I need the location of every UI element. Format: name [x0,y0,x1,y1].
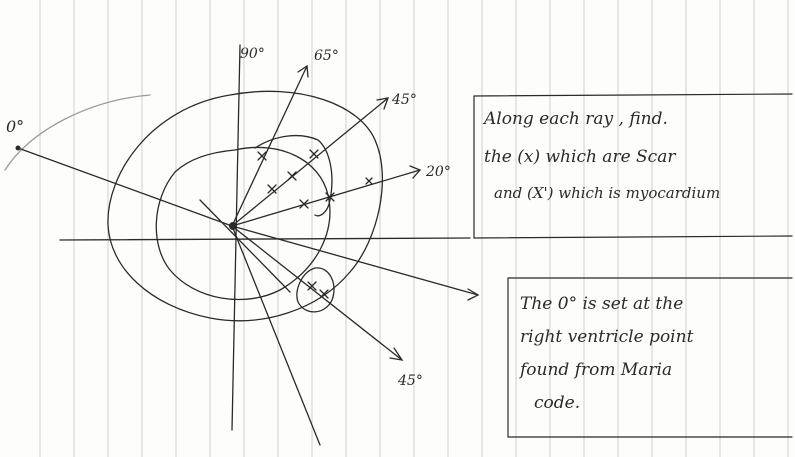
zero-marker-dot [15,145,21,151]
diagonal-stroke-2 [199,199,291,293]
label-90-deg: 90° [240,46,265,62]
note-top-line-1: Along each ray , find. [484,109,668,129]
note-top-frame [473,93,793,239]
label-45-deg-top: 45° [391,92,417,108]
note-bottom-line-3: found from Maria [520,360,673,380]
label-45-deg-bottom: 45° [397,373,423,389]
ray-20-arrowhead [409,165,422,179]
note-bottom-line-2: right ventricle point [520,327,694,347]
outer-arc [4,94,151,171]
ray-lower-right [231,225,479,296]
ray-45-top-arrowhead [376,97,389,110]
ray-20 [231,169,421,227]
note-bottom-frame [507,277,793,438]
diagonal-stroke-1 [231,225,321,446]
notebook-ruling [39,0,789,457]
ray-45-bottom [231,225,403,361]
ray-65-arrowhead [297,64,309,78]
horizontal-axis [59,237,471,241]
ray-0 [17,147,233,227]
note-bottom: The 0° is set at the right ventricle poi… [520,288,693,420]
scar-region-top [254,134,333,217]
note-top-line-2: the (x) which are Scar [484,147,676,167]
origin-point [229,222,237,230]
scar-region-bottom [296,267,335,313]
ray-45-bottom-arrowhead [389,347,404,361]
inner-contour [155,146,331,301]
ray-lower-right-arrowhead [467,288,480,301]
note-bottom-line-4: code. [534,393,581,413]
note-top-line-3: and (X') which is myocardium [494,184,721,202]
label-65-deg: 65° [314,48,339,64]
label-0-deg: 0° [6,117,24,136]
label-20-deg: 20° [425,164,451,180]
ray-65 [231,65,308,227]
scar-markers [257,149,373,299]
note-bottom-line-1: The 0° is set at the [520,294,684,314]
outer-contour [107,90,384,322]
note-top: Along each ray , find. the (x) which are… [484,104,720,208]
ray-45-top [231,97,389,227]
